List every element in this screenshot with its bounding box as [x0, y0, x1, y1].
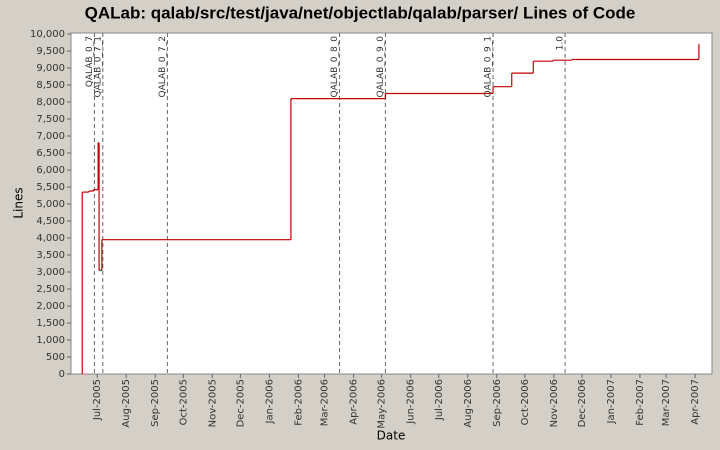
x-tick-label: Nov-2005	[207, 379, 218, 427]
chart-title: QALab: qalab/src/test/java/net/objectlab…	[85, 3, 636, 22]
release-label: QALAB_0_9_0	[376, 36, 386, 98]
x-tick-label: May-2006	[377, 379, 388, 429]
y-tick-label: 6,500	[36, 148, 65, 159]
release-label: QALAB_0_9_1	[484, 36, 494, 97]
y-tick-label: 1,000	[36, 335, 65, 346]
y-tick-label: 10,000	[30, 29, 65, 40]
x-tick-label: Jul-2006	[434, 379, 445, 421]
y-tick-label: 2,000	[36, 301, 65, 312]
x-tick-label: Mar-2006	[320, 379, 331, 426]
x-tick-label: Jan-2007	[606, 379, 617, 424]
x-tick-label: Jul-2005	[92, 379, 103, 421]
y-tick-label: 8,500	[36, 80, 65, 91]
x-tick-label: Mar-2007	[661, 379, 672, 426]
x-tick-label: Nov-2006	[549, 379, 560, 427]
y-tick-label: 0	[59, 369, 65, 380]
x-tick-label: Apr-2006	[349, 379, 360, 425]
x-tick-label: Feb-2006	[293, 379, 304, 426]
release-label: QALAB_0_7_1	[93, 36, 103, 97]
x-tick-label: Aug-2006	[463, 379, 474, 428]
y-tick-label: 4,500	[36, 216, 65, 227]
plot-area	[70, 32, 713, 375]
release-label: QALAB_0_7_2	[158, 36, 168, 97]
y-tick-label: 3,000	[36, 267, 65, 278]
x-tick-label: Apr-2007	[690, 379, 701, 425]
x-tick-label: Oct-2006	[520, 379, 531, 425]
y-tick-label: 500	[46, 352, 65, 363]
x-tick-label: Dec-2005	[235, 379, 246, 427]
x-tick-label: Feb-2007	[635, 379, 646, 426]
y-tick-label: 8,000	[36, 97, 65, 108]
y-tick-label: 5,000	[36, 199, 65, 210]
y-tick-label: 1,500	[36, 318, 65, 329]
y-tick-label: 5,500	[36, 182, 65, 193]
y-tick-label: 9,500	[36, 46, 65, 57]
x-tick-label: Dec-2006	[577, 379, 588, 427]
release-label: QALAB_0_8_0	[330, 36, 340, 98]
x-tick-label: Aug-2005	[121, 379, 132, 428]
y-tick-label: 6,000	[36, 165, 65, 176]
x-tick-label: Sep-2006	[492, 379, 503, 427]
y-tick-label: 3,500	[36, 250, 65, 261]
y-tick-label: 7,000	[36, 131, 65, 142]
y-axis-title: Lines	[12, 187, 26, 218]
x-tick-label: Oct-2005	[178, 379, 189, 425]
x-tick-label: Jun-2006	[406, 379, 417, 425]
release-label: 1.0	[556, 36, 566, 51]
x-axis-title: Date	[377, 429, 406, 443]
x-tick-label: Jan-2006	[264, 379, 275, 424]
x-tick-label: Sep-2005	[150, 379, 161, 427]
release-label: QALAB_0_7	[85, 36, 95, 87]
y-tick-label: 9,000	[36, 63, 65, 74]
y-tick-label: 2,500	[36, 284, 65, 295]
y-tick-label: 4,000	[36, 233, 65, 244]
y-tick-label: 7,500	[36, 114, 65, 125]
